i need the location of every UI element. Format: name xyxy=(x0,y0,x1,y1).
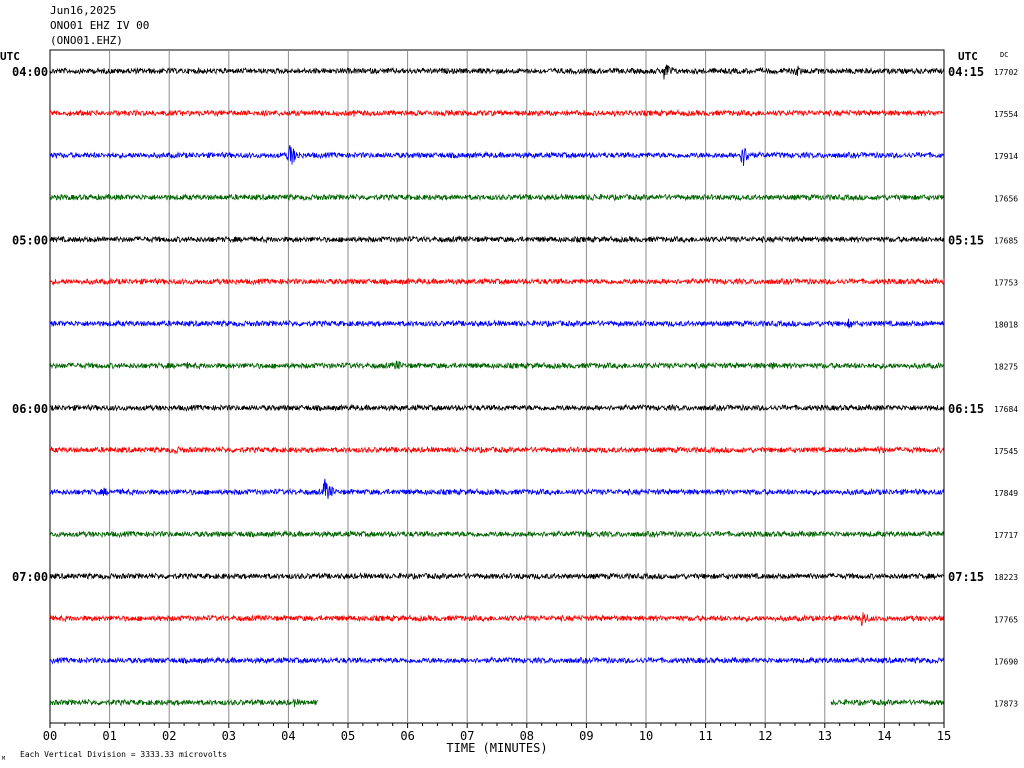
x-tick-label: 10 xyxy=(639,729,653,743)
dc-offset-label: 17656 xyxy=(994,194,1018,203)
left-time-label: 07:00 xyxy=(12,570,48,584)
left-time-label: 05:00 xyxy=(12,233,48,247)
x-tick-label: 05 xyxy=(341,729,355,743)
dc-offset-label: 17702 xyxy=(994,68,1018,77)
dc-offset-label: 18275 xyxy=(994,363,1018,372)
x-tick-label: 07 xyxy=(460,729,474,743)
x-tick-label: 03 xyxy=(222,729,236,743)
x-tick-label: 14 xyxy=(877,729,891,743)
x-tick-label: 02 xyxy=(162,729,176,743)
footer-mark: M xyxy=(2,756,5,762)
plot-frame xyxy=(49,49,945,724)
seismic-trace xyxy=(49,529,945,539)
seismic-trace xyxy=(49,478,945,500)
x-tick-label: 06 xyxy=(400,729,414,743)
right-time-label: 05:15 xyxy=(948,233,984,247)
right-utc-label: UTC xyxy=(958,50,978,63)
dc-offset-label: 18223 xyxy=(994,573,1018,582)
x-tick-label: 11 xyxy=(698,729,712,743)
x-tick-label: 13 xyxy=(818,729,832,743)
dc-offset-label: 17554 xyxy=(994,110,1018,119)
x-tick-label: 09 xyxy=(579,729,593,743)
seismic-trace xyxy=(49,145,945,167)
dc-offset-label: 17873 xyxy=(994,700,1018,709)
dc-offset-label: 18018 xyxy=(994,321,1018,330)
seismic-trace xyxy=(49,698,945,708)
left-utc-label: UTC xyxy=(0,50,20,63)
seismic-trace xyxy=(49,360,945,371)
seismic-trace xyxy=(49,445,945,454)
left-time-label: 06:00 xyxy=(12,402,48,416)
x-axis-label: TIME (MINUTES) xyxy=(446,741,547,755)
right-time-label: 07:15 xyxy=(948,570,984,584)
dc-offset-label: 17717 xyxy=(994,531,1018,540)
seismic-trace xyxy=(49,655,945,665)
dc-offset-label: 17684 xyxy=(994,405,1018,414)
x-tick-label: 00 xyxy=(43,729,57,743)
seismic-trace xyxy=(49,277,945,286)
seismic-trace xyxy=(50,403,945,413)
right-time-label: 04:15 xyxy=(948,65,984,79)
x-tick-label: 15 xyxy=(937,729,951,743)
seismic-trace xyxy=(49,612,945,626)
left-time-label: 04:00 xyxy=(12,65,48,79)
x-tick-label: 04 xyxy=(281,729,295,743)
x-tick-label: 08 xyxy=(520,729,534,743)
dc-offset-label: 17849 xyxy=(994,489,1018,498)
seismic-trace xyxy=(49,193,945,202)
dc-offset-label: 17753 xyxy=(994,279,1018,288)
dc-offset-label: 17765 xyxy=(994,615,1018,624)
dc-offset-label: 17685 xyxy=(994,236,1018,245)
dc-label: DC xyxy=(1000,51,1008,59)
seismic-trace xyxy=(49,108,945,118)
seismic-trace xyxy=(49,235,945,244)
plot-date: Jun16,2025 xyxy=(50,4,117,17)
right-time-label: 06:15 xyxy=(948,402,984,416)
x-tick-label: 12 xyxy=(758,729,772,743)
x-tick-label: 01 xyxy=(102,729,116,743)
dc-offset-label: 17914 xyxy=(994,152,1018,161)
dc-offset-label: 17545 xyxy=(994,447,1018,456)
station-code: (ONO01.EHZ) xyxy=(50,34,123,47)
dc-offset-label: 17690 xyxy=(994,657,1018,666)
seismic-trace xyxy=(49,572,945,581)
seismic-trace xyxy=(49,64,945,80)
seismic-trace xyxy=(49,318,945,329)
vertical-division-note: Each Vertical Division = 3333.33 microvo… xyxy=(20,750,227,759)
station-name: ONO01 EHZ IV 00 xyxy=(50,19,150,32)
